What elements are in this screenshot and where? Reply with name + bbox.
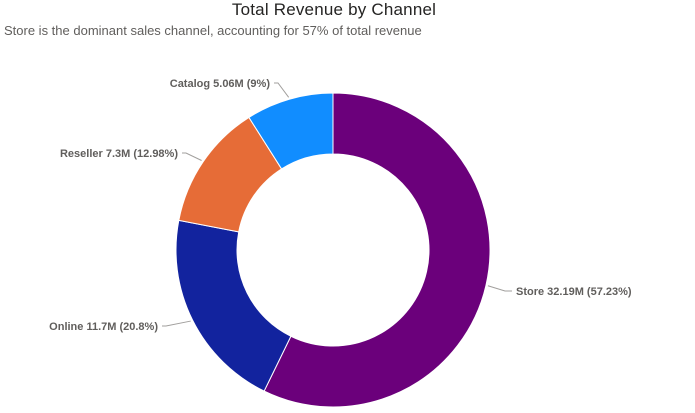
leader-line-store	[487, 285, 512, 292]
slice-catalog[interactable]	[248, 92, 334, 170]
chart-title: Total Revenue by Channel	[231, 0, 437, 19]
data-label-online: Online 11.7M (20.8%)	[49, 321, 158, 333]
leader-line-reseller	[182, 152, 202, 161]
data-label-catalog: Catalog 5.06M (9%)	[170, 78, 271, 90]
chart-subtitle: Store is the dominant sales channel, acc…	[4, 23, 422, 38]
leader-line-online	[162, 320, 191, 327]
slice-online[interactable]	[175, 219, 292, 392]
slices-group	[175, 92, 491, 408]
leader-lines-group	[162, 82, 512, 327]
labels-group: Store 32.19M (57.23%) Online 11.7M (20.8%…	[49, 78, 632, 333]
slice-store[interactable]	[263, 92, 491, 408]
data-label-reseller: Reseller 7.3M (12.98%)	[60, 148, 178, 160]
leader-line-catalog	[274, 82, 290, 98]
data-label-store: Store 32.19M (57.23%)	[516, 286, 632, 298]
